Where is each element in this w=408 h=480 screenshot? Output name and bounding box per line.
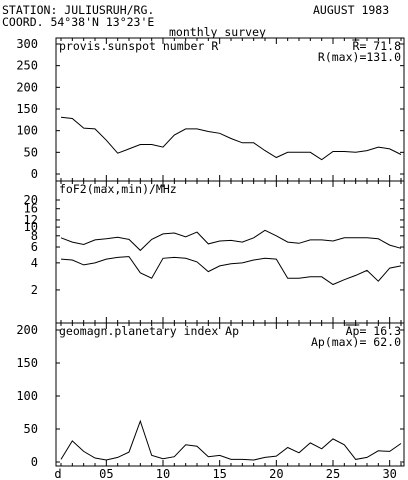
y-tick-label: 2 bbox=[31, 283, 38, 297]
panel-title: foF2(max,min)/MHz bbox=[59, 182, 177, 196]
ap-panel: 200 150 100 50 0 geomagn.planetary index Ap Ap… bbox=[16, 322, 405, 480]
sunspot-panel: 300 250 200 150 100 50 0 provis.sunspot number … bbox=[16, 37, 405, 182]
panel-frame bbox=[55, 322, 405, 467]
survey-label: monthly survey bbox=[169, 25, 266, 39]
panel-frame bbox=[55, 180, 405, 324]
y-tick-label: 20 bbox=[24, 193, 38, 207]
y-tick-label: 0 bbox=[31, 167, 38, 181]
x-tick-label: 20 bbox=[269, 467, 283, 480]
series-line-1 bbox=[60, 419, 402, 461]
y-tick-label: 150 bbox=[16, 356, 38, 370]
y-tick-label: 200 bbox=[16, 323, 38, 337]
panel-stat: R(max)=131.0 bbox=[318, 50, 401, 64]
series-line-2 bbox=[60, 256, 402, 286]
x-tick-label: 10 bbox=[156, 467, 170, 480]
y-tick-label: 0 bbox=[31, 455, 38, 469]
y-tick-label: 50 bbox=[24, 145, 38, 159]
panel-stat: Ap(max)= 62.0 bbox=[311, 335, 401, 349]
series-line-1 bbox=[60, 229, 402, 252]
y-tick-label: 8 bbox=[31, 229, 38, 243]
month-label: AUGUST 1983 bbox=[313, 3, 390, 17]
y-tick-label: 12 bbox=[24, 213, 38, 227]
y-tick-label: 250 bbox=[16, 59, 38, 73]
x-tick-label: 15 bbox=[212, 467, 226, 480]
station-label: STATION: JULIUSRUH/RG. bbox=[2, 3, 155, 17]
y-tick-label: 300 bbox=[16, 37, 38, 51]
panel-title: geomagn.planetary index Ap bbox=[59, 324, 239, 338]
y-tick-label: 4 bbox=[31, 256, 38, 270]
y-tick-label: 16 bbox=[24, 202, 38, 216]
y-tick-label: 100 bbox=[16, 124, 38, 138]
series-line-1 bbox=[60, 116, 402, 161]
x-tick-label: d bbox=[54, 467, 61, 480]
x-tick-label: 30 bbox=[382, 467, 396, 480]
coordinates-label: COORD. 54°38'N 13°23'E bbox=[2, 15, 155, 29]
panel-title: provis.sunspot number R bbox=[59, 39, 218, 53]
x-tick-label: 25 bbox=[326, 467, 340, 480]
panel-stat: R= 71.8 bbox=[353, 39, 402, 53]
y-tick-label: 10 bbox=[24, 220, 38, 234]
y-tick-label: 200 bbox=[16, 80, 38, 94]
panel-stat: Ap= 16.3 bbox=[346, 324, 401, 338]
y-tick-label: 100 bbox=[16, 389, 38, 403]
y-tick-label: 50 bbox=[24, 422, 38, 436]
y-tick-label: 150 bbox=[16, 102, 38, 116]
y-tick-label: 6 bbox=[31, 240, 38, 254]
x-tick-label: 05 bbox=[99, 467, 113, 480]
